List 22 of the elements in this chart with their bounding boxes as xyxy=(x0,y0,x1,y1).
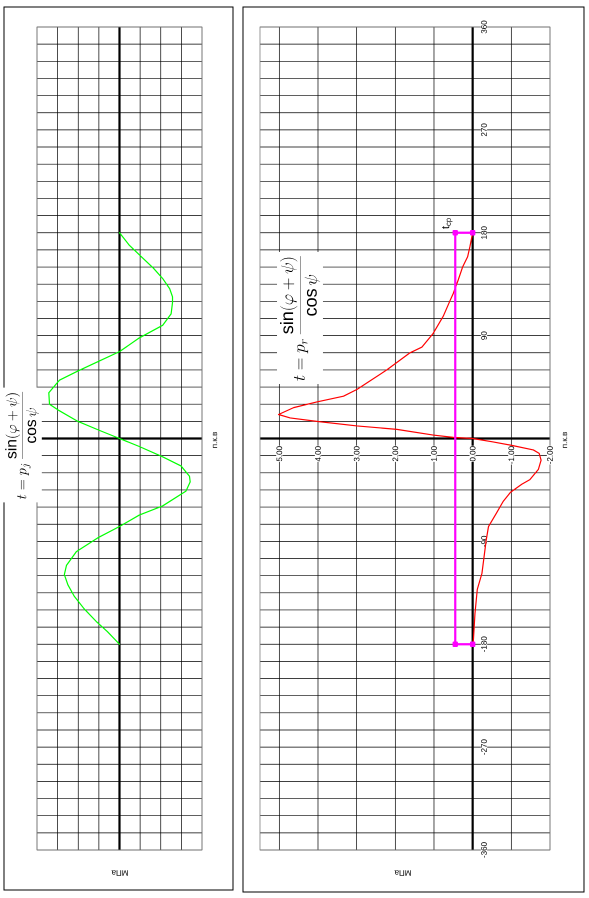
text: $t = p_{j}\,\frac{\sin(\varphi + \psi)}{\cos\psi}$ xyxy=(5,392,39,499)
x-tick-label: -2.00 xyxy=(547,446,553,464)
x-axis-title: МПа xyxy=(112,870,128,876)
x-tick-label: 4.00 xyxy=(315,446,321,462)
x-tick-label: 0.00 xyxy=(470,446,476,462)
y-tick-label: -270 xyxy=(481,739,487,755)
x-tick-label: -1.00 xyxy=(508,446,514,464)
x-tick-label: 2.00 xyxy=(392,446,398,462)
y-tick-label: 180 xyxy=(481,226,487,239)
y-tick-label: 270 xyxy=(481,124,487,136)
y-axis-title: п.к.в xyxy=(562,432,568,448)
y-tick-label: -360 xyxy=(481,842,487,858)
x-tick-label: 3.00 xyxy=(354,446,360,462)
text: t$_{ср}$ xyxy=(442,218,452,229)
x-axis-title: МПа xyxy=(394,870,411,876)
x-tick-label: 1.00 xyxy=(431,446,437,461)
y-tick-label: 90 xyxy=(481,331,487,340)
x-tick-label: 5.00 xyxy=(276,446,282,462)
text: $t = p_{r}\,\frac{\sin(\varphi + \psi)}{\cos\psi}$ xyxy=(280,256,320,381)
y-tick-label: -180 xyxy=(481,636,487,652)
y-axis-title: п.к.в xyxy=(212,432,218,448)
y-tick-label: 360 xyxy=(481,20,487,34)
